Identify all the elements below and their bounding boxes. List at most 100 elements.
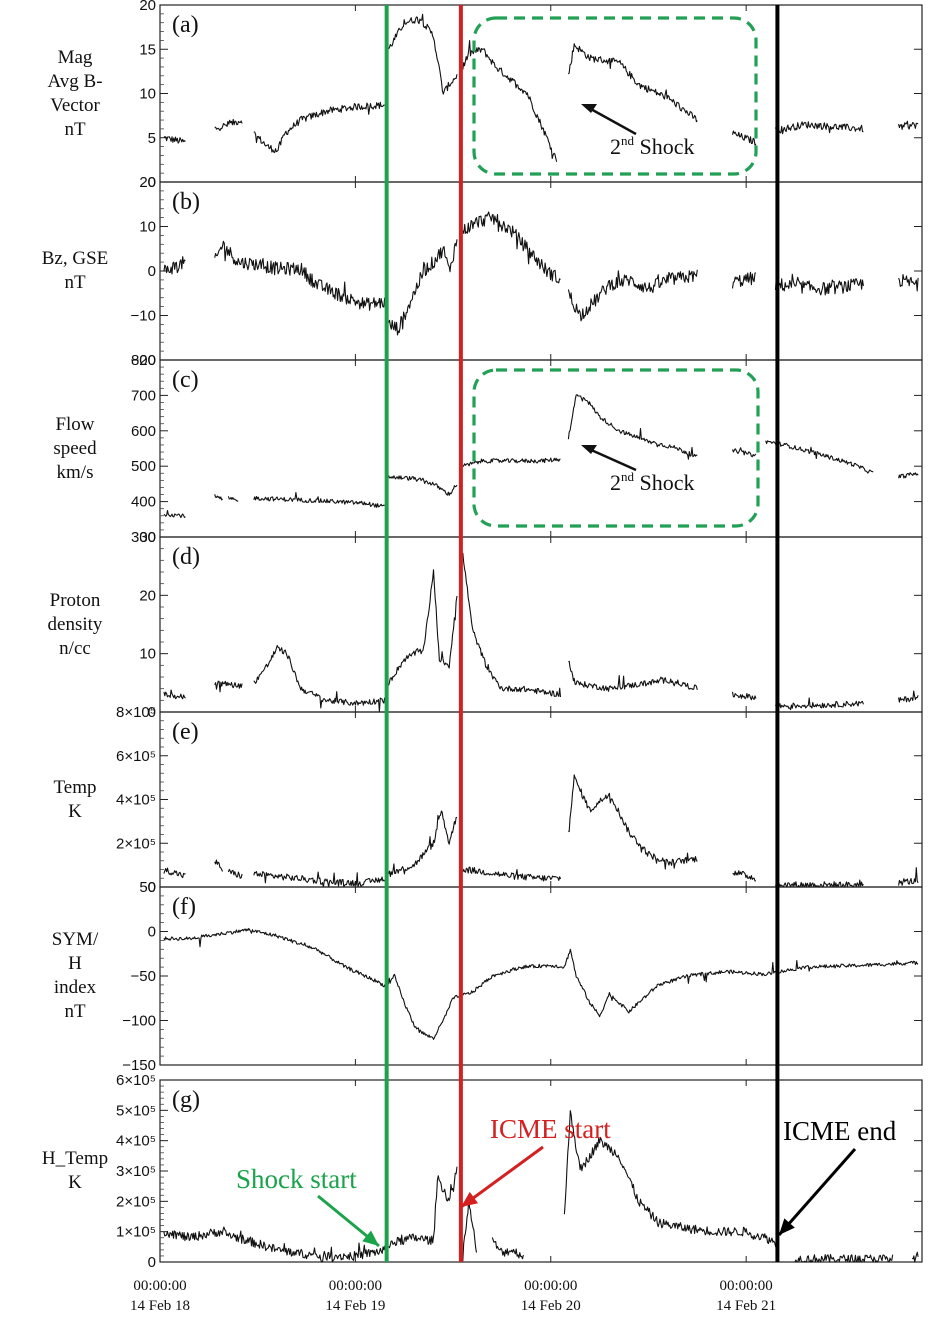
y-tick-label: −20 — [131, 352, 156, 369]
second-shock-arrowhead — [581, 445, 597, 454]
y-label-line: nT — [64, 1001, 86, 1022]
y-tick-label: 500 — [131, 458, 156, 475]
y-label-line: Flow — [55, 413, 95, 435]
second-shock-base: 2 — [610, 470, 621, 495]
second-shock-label: 2nd Shock — [610, 469, 695, 495]
y-label-d: Proton density n/cc — [0, 589, 150, 661]
y-tick-label: 0 — [148, 924, 156, 941]
y-label-line: H_Temp — [41, 1148, 109, 1169]
x-tick-time: 00:00:00 — [133, 1278, 187, 1294]
y-tick-label: 30 — [139, 529, 156, 546]
y-tick-label: 0 — [148, 174, 156, 191]
series-e-segment — [227, 868, 243, 879]
icme-end-arrow — [777, 1148, 857, 1236]
y-label-line: nT — [64, 118, 86, 140]
icme-start-arrow — [460, 1145, 544, 1209]
second-shock-superscript: nd — [621, 133, 635, 148]
series-f-segment — [163, 927, 919, 1040]
y-tick-label: 4×10⁵ — [116, 1133, 156, 1150]
y-tick-label: −100 — [122, 1013, 156, 1030]
series-d-segment — [462, 552, 562, 698]
x-tick-label: 00:00:00 14 Feb 21 — [686, 1276, 806, 1316]
y-label-line: Bz, GSE — [41, 248, 109, 269]
icme-start-arrowhead — [461, 1191, 479, 1207]
x-tick-label: 00:00:00 14 Feb 18 — [100, 1276, 220, 1316]
y-label-line: n/cc — [59, 637, 91, 659]
panel-g: 0 1×10⁵ 2×10⁵ 3×10⁵ 4×10⁵ 5×10⁵ 6×10⁵ (g) — [116, 1072, 923, 1271]
x-tick-time: 00:00:00 — [524, 1278, 578, 1294]
panel-letter: (a) — [172, 12, 199, 38]
series-a-segment — [898, 120, 919, 130]
icme-end-arrowhead — [779, 1218, 795, 1235]
series-e-segment — [253, 871, 386, 888]
series-c-segment — [462, 457, 561, 467]
series-b-segment — [388, 239, 458, 336]
second-shock-base: 2 — [610, 134, 621, 159]
series-g-segment — [563, 1110, 778, 1248]
panel-letter: (d) — [172, 544, 200, 570]
y-tick-label: −50 — [131, 968, 156, 985]
shock-start-label: Shock start — [236, 1164, 357, 1194]
y-tick-label: 50 — [139, 879, 156, 896]
panel-frame — [159, 4, 923, 183]
series-c-segment — [731, 447, 757, 458]
y-tick-label: 10 — [139, 86, 156, 103]
y-tick-label: 2×10⁵ — [116, 1193, 156, 1210]
panel-b: −20 −10 0 10 20 (b) — [131, 174, 923, 369]
series-e-segment — [775, 879, 864, 888]
series-b-segment — [214, 240, 386, 311]
panel-c: 300 400 500 600 700 800 (c) — [131, 352, 923, 546]
panel-letter: (e) — [172, 719, 199, 745]
series-e-segment — [898, 867, 919, 886]
second-shock-superscript: nd — [621, 469, 635, 484]
series-e-segment — [732, 870, 757, 882]
series-e-segment — [568, 774, 698, 870]
y-tick-label: 0 — [148, 263, 156, 280]
panel-frame — [159, 711, 923, 888]
series-b-segment — [567, 269, 698, 322]
y-label-line: Mag — [57, 46, 93, 68]
panel-letter: (g) — [172, 1087, 200, 1113]
y-tick-label: 20 — [139, 174, 156, 191]
y-tick-label: 10 — [139, 646, 156, 663]
y-tick-label: 400 — [131, 494, 156, 511]
x-tick-label: 00:00:00 14 Feb 19 — [295, 1276, 415, 1316]
panel-d: 0 10 20 30 (d) — [139, 529, 923, 721]
series-e-segment — [214, 859, 224, 872]
y-label-c: Flow speed km/s — [0, 413, 150, 485]
series-b-segment — [462, 211, 561, 284]
icme-start-label: ICME start — [490, 1114, 611, 1144]
y-tick-label: 0 — [148, 879, 156, 896]
y-label-line: K — [68, 1172, 82, 1193]
y-tick-label: 2×10⁵ — [116, 835, 156, 852]
series-d-segment — [214, 680, 243, 693]
panel-e: 0 2×10⁵ 4×10⁵ 6×10⁵ 8×10⁵ (e) — [116, 704, 923, 896]
panel-frame — [159, 536, 923, 713]
y-tick-label: 700 — [131, 387, 156, 404]
series-c-segment — [567, 394, 698, 460]
series-b-segment — [774, 273, 864, 296]
series-c-segment — [214, 494, 223, 501]
y-tick-label: −10 — [131, 308, 156, 325]
y-tick-label: 6×10⁵ — [116, 1072, 156, 1089]
series-c-segment — [227, 496, 239, 502]
x-tick-date: 14 Feb 18 — [130, 1298, 190, 1314]
shock-start-arrowhead — [362, 1230, 379, 1246]
series-g-segment — [163, 1226, 388, 1263]
series-a-segment — [253, 101, 385, 154]
series-c-segment — [163, 509, 186, 519]
x-tick-date: 14 Feb 21 — [716, 1298, 777, 1314]
series-g-segment — [388, 1166, 458, 1249]
y-label-line: Proton — [49, 589, 101, 611]
y-label-line: index — [53, 977, 97, 998]
series-d-segment — [898, 690, 919, 703]
second-shock-arrow — [588, 447, 637, 472]
y-label-g: H_Temp K — [0, 1147, 150, 1195]
series-e-segment — [388, 810, 458, 878]
y-tick-label: 8×10⁵ — [116, 704, 156, 721]
y-tick-label: 15 — [139, 41, 156, 58]
series-d-segment — [731, 691, 757, 701]
